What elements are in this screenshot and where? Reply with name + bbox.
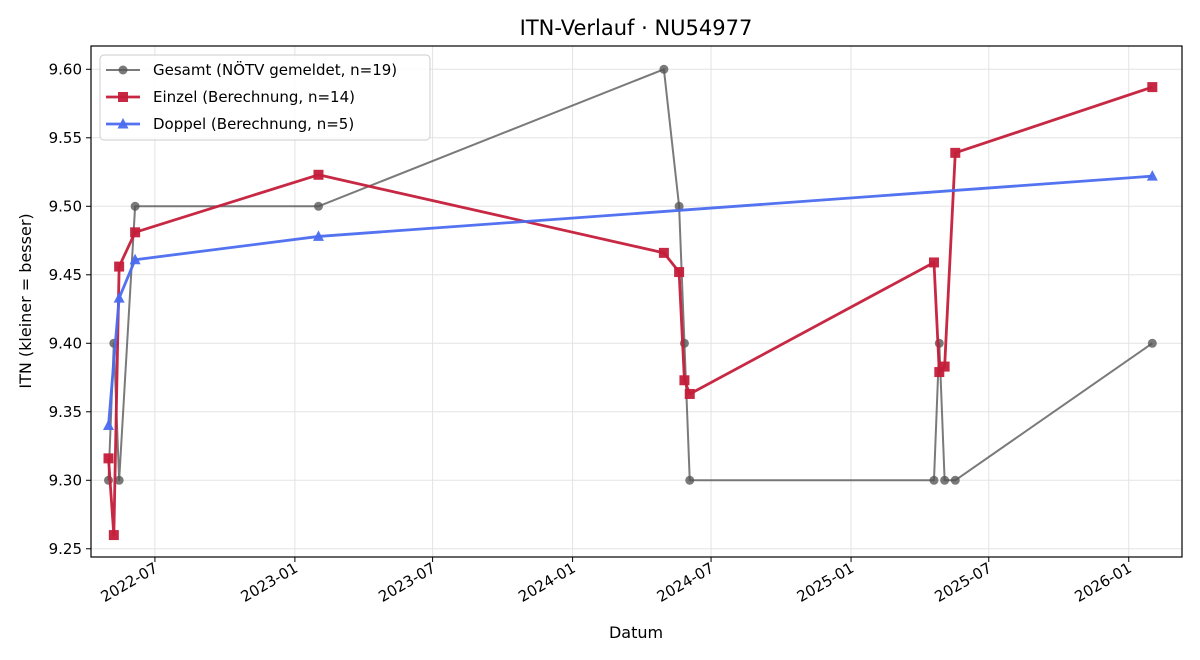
data-point-square [679,375,690,386]
data-point-square [118,92,128,102]
data-point-square [950,147,961,158]
x-axis-title: Datum [609,623,663,642]
data-point-triangle [129,253,141,265]
y-tick-label: 9.45 [49,266,82,284]
data-point-square [934,367,945,378]
y-tick-label: 9.30 [49,471,82,489]
data-point-square [928,257,939,268]
data-point-triangle [312,230,324,241]
data-point-square [130,227,141,238]
y-tick-label: 9.40 [49,334,82,352]
data-point-triangle [113,292,125,303]
data-point-triangle [117,118,129,129]
data-point-circle [940,475,950,485]
y-tick-label: 9.35 [49,403,82,421]
y-tick-label: 9.50 [49,197,82,215]
series-layer [102,64,1158,541]
y-tick-label: 9.60 [49,60,82,78]
data-point-square [108,530,119,541]
plot-frame [90,45,1183,558]
data-point-triangle [102,419,114,430]
legend-label: Doppel (Berechnung, n=5) [153,115,354,133]
data-point-square [674,267,685,278]
legend-box [99,54,431,141]
data-point-square [684,388,695,399]
y-tick-label: 9.25 [49,540,82,558]
legend: Gesamt (NÖTV gemeldet, n=19) Einzel (Bere… [99,54,431,141]
legend-label: Einzel (Berechnung, n=14) [153,88,355,106]
data-point-square [114,261,125,272]
data-point-circle [130,201,140,211]
data-point-circle [114,475,124,485]
chart-title: ITN-Verlauf · NU54977 [520,16,753,40]
data-point-circle [1147,338,1157,348]
data-point-square [939,361,950,372]
data-point-circle [659,64,669,74]
data-point-circle [313,201,323,211]
data-point-square [313,169,324,180]
data-point-square [103,453,114,464]
data-point-circle [950,475,960,485]
data-point-triangle [1146,170,1158,181]
series-square [103,82,1158,541]
data-point-circle [674,201,684,211]
data-point-circle [685,475,695,485]
legend-label: Gesamt (NÖTV gemeldet, n=19) [153,60,397,79]
data-point-square [1147,82,1158,93]
data-point-circle [929,475,939,485]
data-point-circle [118,65,128,75]
series-triangle [102,170,1158,430]
y-axis-title: ITN (kleiner = besser) [16,213,35,388]
y-tick-label: 9.55 [49,129,82,147]
data-point-square [658,247,669,258]
